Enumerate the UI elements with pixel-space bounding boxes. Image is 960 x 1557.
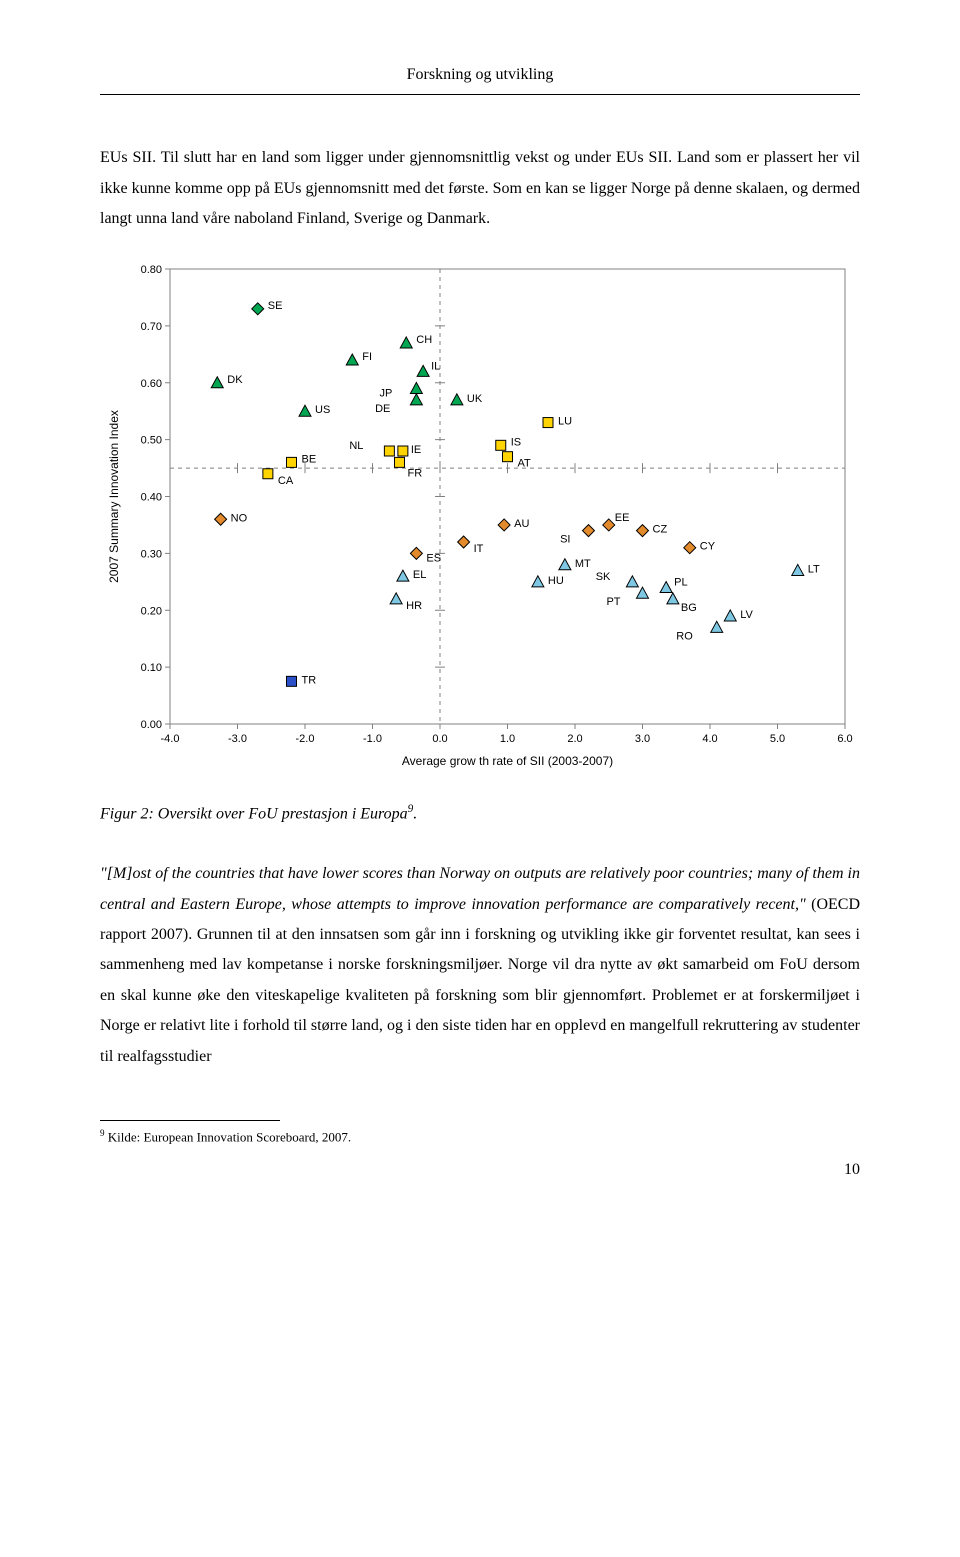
quote-rest: (OECD rapport 2007). Grunnen til at den … bbox=[100, 896, 860, 1065]
svg-text:0.20: 0.20 bbox=[141, 605, 162, 617]
svg-text:-2.0: -2.0 bbox=[296, 733, 315, 745]
svg-text:AU: AU bbox=[514, 518, 529, 530]
caption-text: Figur 2: Oversikt over FoU prestasjon i … bbox=[100, 805, 408, 822]
svg-text:ES: ES bbox=[426, 552, 441, 564]
svg-text:2.0: 2.0 bbox=[567, 733, 582, 745]
svg-text:PL: PL bbox=[674, 576, 687, 588]
svg-text:MT: MT bbox=[575, 557, 591, 569]
svg-text:HR: HR bbox=[406, 599, 422, 611]
figure-caption: Figur 2: Oversikt over FoU prestasjon i … bbox=[100, 799, 860, 830]
svg-text:DE: DE bbox=[375, 402, 390, 414]
svg-text:6.0: 6.0 bbox=[837, 733, 852, 745]
quote-text: "[M]ost of the countries that have lower… bbox=[100, 865, 860, 912]
svg-text:CA: CA bbox=[278, 474, 294, 486]
section-header: Forskning og utvikling bbox=[100, 60, 860, 90]
svg-text:2007 Summary Innovation Index: 2007 Summary Innovation Index bbox=[107, 410, 121, 583]
svg-text:-1.0: -1.0 bbox=[363, 733, 382, 745]
svg-text:5.0: 5.0 bbox=[770, 733, 785, 745]
svg-text:0.80: 0.80 bbox=[141, 264, 162, 276]
svg-text:IS: IS bbox=[511, 436, 521, 448]
svg-text:IL: IL bbox=[431, 360, 440, 372]
svg-text:IT: IT bbox=[474, 543, 484, 555]
svg-text:CY: CY bbox=[700, 540, 716, 552]
svg-text:0.60: 0.60 bbox=[141, 377, 162, 389]
svg-text:BE: BE bbox=[302, 453, 317, 465]
svg-text:-4.0: -4.0 bbox=[161, 733, 180, 745]
svg-text:0.10: 0.10 bbox=[141, 662, 162, 674]
chart-svg: -4.0 -3.0 -2.0 -1.0 0.0 1.0 2.0 3.0 4.0 5.0 6.0 0.0… bbox=[100, 259, 860, 779]
svg-text:CH: CH bbox=[416, 334, 432, 346]
svg-text:DK: DK bbox=[227, 373, 243, 385]
svg-text:LU: LU bbox=[558, 415, 572, 427]
svg-text:SI: SI bbox=[560, 533, 570, 545]
svg-text:SK: SK bbox=[596, 570, 611, 582]
svg-text:0.40: 0.40 bbox=[141, 491, 162, 503]
svg-text:IE: IE bbox=[411, 444, 421, 456]
svg-text:BG: BG bbox=[681, 601, 697, 613]
svg-text:SE: SE bbox=[268, 299, 283, 311]
svg-text:0.50: 0.50 bbox=[141, 434, 162, 446]
page-number: 10 bbox=[100, 1155, 860, 1185]
svg-text:4.0: 4.0 bbox=[702, 733, 717, 745]
svg-text:TR: TR bbox=[302, 674, 317, 686]
svg-text:EE: EE bbox=[615, 512, 630, 524]
paragraph-1: EUs SII. Til slutt har en land som ligge… bbox=[100, 143, 860, 234]
svg-text:-3.0: -3.0 bbox=[228, 733, 247, 745]
svg-text:EL: EL bbox=[413, 569, 426, 581]
svg-text:PT: PT bbox=[606, 596, 620, 608]
footnote-text: Kilde: European Innovation Scoreboard, 2… bbox=[105, 1129, 352, 1144]
svg-text:0.30: 0.30 bbox=[141, 548, 162, 560]
paragraph-2: "[M]ost of the countries that have lower… bbox=[100, 859, 860, 1072]
svg-text:US: US bbox=[315, 404, 330, 416]
svg-text:NL: NL bbox=[349, 440, 363, 452]
svg-text:AT: AT bbox=[518, 457, 532, 469]
caption-tail: . bbox=[413, 805, 417, 822]
svg-text:0.0: 0.0 bbox=[432, 733, 447, 745]
footnote-rule bbox=[100, 1120, 280, 1121]
svg-text:FR: FR bbox=[408, 467, 423, 479]
footnote: 9 Kilde: European Innovation Scoreboard,… bbox=[100, 1127, 860, 1147]
svg-text:RO: RO bbox=[676, 630, 693, 642]
svg-text:CZ: CZ bbox=[653, 523, 668, 535]
svg-text:JP: JP bbox=[380, 387, 393, 399]
svg-text:3.0: 3.0 bbox=[635, 733, 650, 745]
svg-text:NO: NO bbox=[231, 512, 248, 524]
svg-text:UK: UK bbox=[467, 392, 483, 404]
svg-text:LV: LV bbox=[740, 609, 753, 621]
header-rule bbox=[100, 94, 860, 95]
svg-text:1.0: 1.0 bbox=[500, 733, 515, 745]
svg-text:HU: HU bbox=[548, 574, 564, 586]
svg-text:0.00: 0.00 bbox=[141, 719, 162, 731]
scatter-chart: -4.0 -3.0 -2.0 -1.0 0.0 1.0 2.0 3.0 4.0 5.0 6.0 0.0… bbox=[100, 259, 860, 779]
svg-text:LT: LT bbox=[808, 563, 820, 575]
svg-text:Average grow th rate of SII (2: Average grow th rate of SII (2003-2007) bbox=[402, 754, 613, 768]
svg-text:FI: FI bbox=[362, 351, 372, 363]
svg-text:0.70: 0.70 bbox=[141, 320, 162, 332]
